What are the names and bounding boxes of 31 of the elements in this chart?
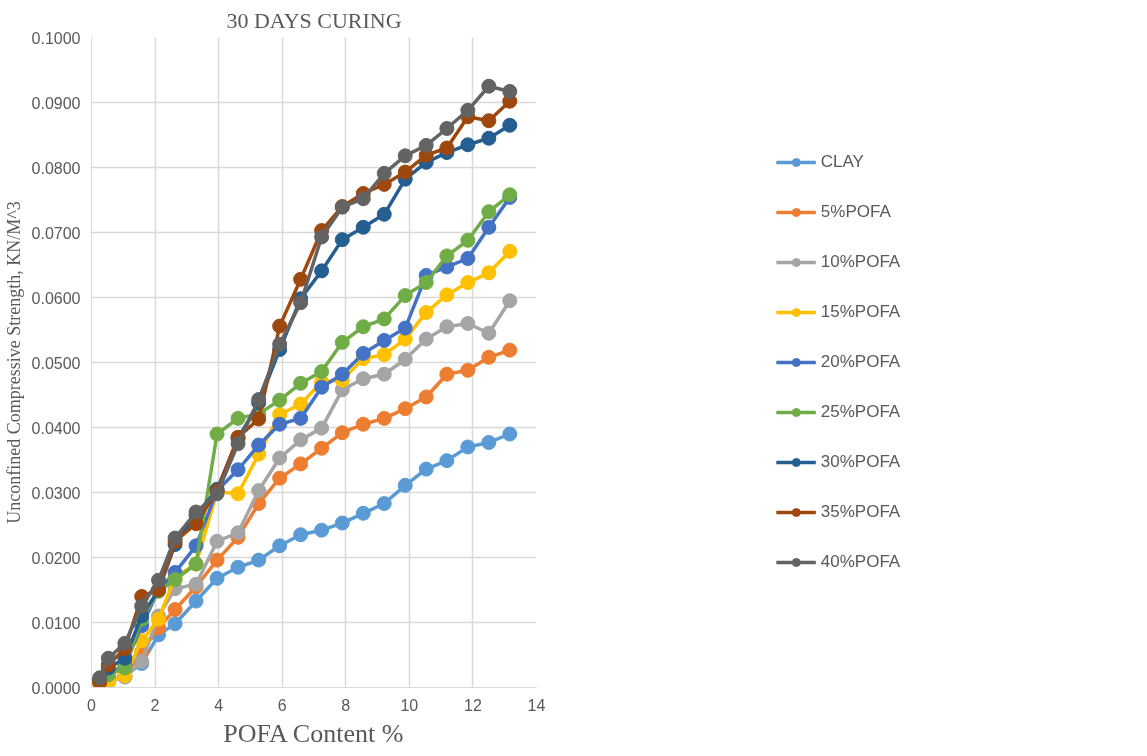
x-tick-label: 12 (464, 696, 482, 714)
y-axis-title: Unconfined Compressive Strength, KN/M^3 (3, 201, 24, 524)
x-tick-label: 2 (150, 696, 160, 714)
x-tick-label: 6 (277, 696, 287, 714)
legend-label: 15%POFA (820, 302, 901, 322)
chart-title: 30 DAYS CURING (226, 7, 402, 33)
x-tick-label: 0 (87, 696, 97, 714)
x-tick-label: 14 (527, 696, 546, 714)
legend-label: 30%POFA (820, 452, 901, 472)
legend-label: 20%POFA (820, 352, 901, 372)
y-tick-label: 0.0000 (31, 679, 81, 697)
y-tick-label: 0.0700 (31, 224, 81, 242)
y-tick-label: 0.0200 (31, 549, 81, 567)
legend-label: 5%POFA (820, 202, 891, 222)
legend-label: CLAY (820, 152, 864, 172)
y-tick-label: 0.0400 (31, 419, 81, 437)
y-tick-label: 0.0300 (31, 484, 81, 502)
x-tick-label: 8 (341, 696, 351, 714)
legend-label: 35%POFA (820, 502, 901, 522)
y-tick-label: 0.0600 (31, 289, 81, 307)
legend-label: 10%POFA (820, 252, 901, 272)
y-tick-label: 0.0500 (31, 354, 81, 372)
y-tick-label: 0.0100 (31, 614, 81, 632)
x-axis-title: POFA Content % (223, 718, 404, 748)
x-tick-label: 10 (400, 696, 419, 714)
legend-label: 25%POFA (820, 402, 901, 422)
y-tick-label: 0.0900 (31, 94, 81, 112)
y-tick-label: 0.1000 (31, 29, 81, 47)
x-tick-label: 4 (214, 696, 224, 714)
legend-label: 40%POFA (820, 552, 901, 572)
y-tick-label: 0.0800 (31, 159, 81, 177)
